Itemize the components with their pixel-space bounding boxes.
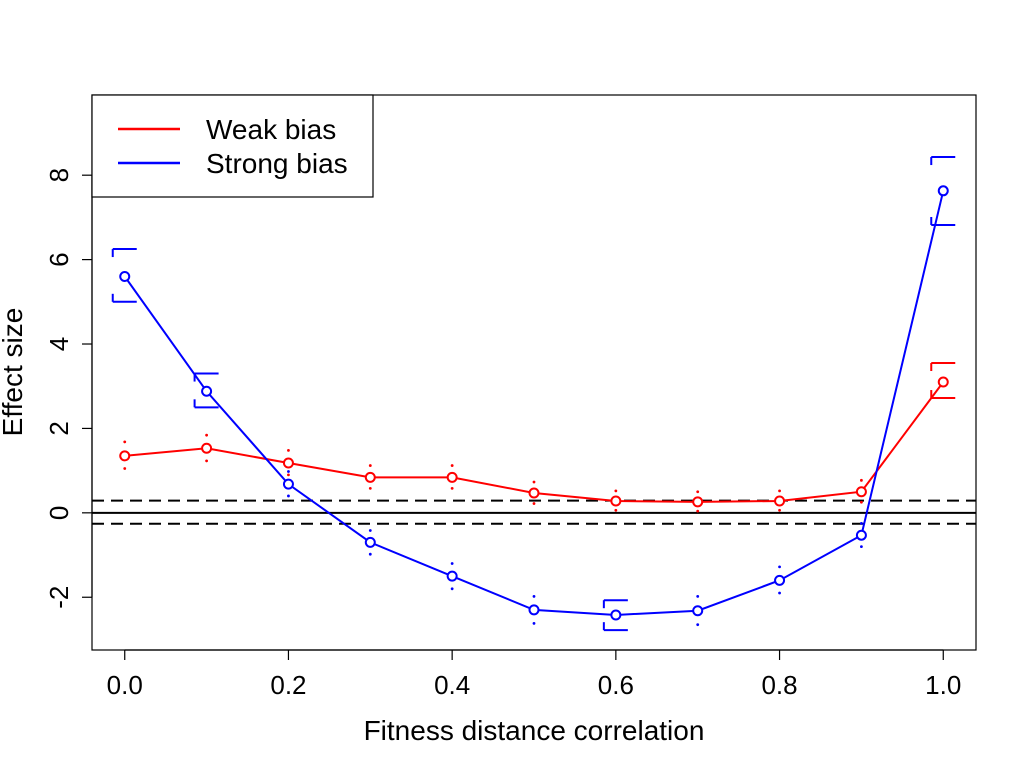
data-point-strong-bias-9 — [855, 529, 867, 541]
error-mark-low-strong-bias-3 — [368, 552, 372, 556]
data-point-weak-bias-0 — [119, 450, 131, 462]
y-tick-label-5: 8 — [44, 168, 74, 182]
data-point-weak-bias-9 — [855, 486, 867, 498]
error-mark-low-weak-bias-3 — [368, 486, 372, 490]
data-point-strong-bias-6 — [610, 609, 622, 621]
error-mark-low-strong-bias-7 — [696, 623, 700, 627]
data-point-strong-bias-3 — [364, 536, 376, 548]
error-mark-low-strong-bias-4 — [450, 587, 454, 591]
y-axis-title: Effect size — [0, 308, 28, 437]
error-mark-high-weak-bias-0 — [123, 440, 127, 444]
x-axis: 0.0 0.2 0.4 0.6 0.8 1.0 — [107, 649, 961, 700]
data-point-strong-bias-0 — [119, 270, 131, 282]
series-strong-bias — [111, 156, 956, 632]
legend-label-strong-bias: Strong bias — [206, 148, 348, 179]
y-tick-label-1: 0 — [44, 506, 74, 520]
data-point-weak-bias-7 — [692, 496, 704, 508]
data-point-strong-bias-10 — [937, 185, 949, 197]
data-point-weak-bias-1 — [201, 442, 213, 454]
x-tick-label-1: 0.2 — [270, 670, 306, 700]
x-tick-label-2: 0.4 — [434, 670, 470, 700]
error-mark-low-weak-bias-8 — [778, 508, 781, 512]
x-tick-label-3: 0.6 — [598, 670, 634, 700]
data-point-strong-bias-5 — [528, 604, 540, 616]
error-mark-high-weak-bias-7 — [696, 490, 700, 494]
data-point-strong-bias-7 — [692, 605, 704, 617]
error-mark-high-strong-bias-4 — [450, 562, 454, 565]
data-point-strong-bias-4 — [446, 570, 458, 582]
y-tick-label-0: -2 — [44, 586, 74, 609]
data-point-strong-bias-1 — [201, 385, 213, 397]
data-point-weak-bias-2 — [282, 457, 294, 469]
y-axis: -2 0 2 4 6 8 — [44, 168, 93, 609]
x-axis-title: Fitness distance correlation — [364, 715, 705, 746]
error-mark-high-weak-bias-4 — [450, 464, 454, 467]
error-mark-low-strong-bias-2 — [287, 494, 290, 498]
error-mark-low-weak-bias-9 — [860, 500, 863, 504]
data-point-strong-bias-2 — [282, 478, 294, 490]
error-mark-low-strong-bias-5 — [532, 622, 536, 625]
error-mark-high-weak-bias-6 — [614, 489, 618, 493]
legend-box — [91, 94, 374, 198]
error-mark-high-weak-bias-8 — [778, 489, 781, 493]
data-point-weak-bias-4 — [446, 471, 458, 483]
error-mark-low-weak-bias-6 — [614, 508, 618, 512]
x-tick-label-4: 0.8 — [761, 670, 797, 700]
error-mark-high-weak-bias-3 — [368, 464, 372, 467]
y-tick-label-4: 6 — [44, 252, 74, 266]
series-weak-bias — [119, 362, 956, 513]
reference-lines — [92, 499, 976, 525]
error-mark-high-strong-bias-9 — [860, 521, 863, 525]
error-mark-low-weak-bias-2 — [287, 473, 290, 477]
legend-label-weak-bias: Weak bias — [206, 114, 336, 145]
error-mark-low-weak-bias-4 — [450, 486, 454, 490]
data-point-weak-bias-5 — [528, 487, 540, 499]
error-mark-high-weak-bias-5 — [532, 480, 536, 484]
error-mark-low-weak-bias-0 — [123, 467, 127, 470]
error-mark-high-strong-bias-8 — [778, 565, 781, 569]
error-mark-low-strong-bias-8 — [778, 591, 781, 595]
series-line-weak-bias — [124, 381, 945, 503]
error-mark-low-strong-bias-9 — [860, 545, 863, 548]
error-mark-low-weak-bias-7 — [696, 509, 700, 513]
error-mark-high-weak-bias-9 — [860, 478, 863, 482]
data-point-weak-bias-8 — [774, 495, 786, 507]
series-line-strong-bias — [123, 190, 945, 616]
error-mark-high-strong-bias-5 — [532, 594, 536, 598]
error-mark-high-weak-bias-2 — [287, 448, 290, 452]
data-point-weak-bias-10 — [937, 376, 949, 388]
error-mark-low-weak-bias-5 — [532, 502, 536, 505]
data-point-weak-bias-6 — [610, 495, 622, 507]
data-point-weak-bias-3 — [364, 471, 376, 483]
y-tick-label-2: 2 — [44, 421, 74, 435]
y-tick-label-3: 4 — [44, 337, 74, 351]
error-mark-high-strong-bias-7 — [696, 594, 700, 598]
x-tick-label-0: 0.0 — [107, 670, 143, 700]
legend: Weak bias Strong bias — [91, 94, 374, 198]
error-mark-high-strong-bias-3 — [368, 529, 372, 532]
error-mark-low-weak-bias-1 — [205, 459, 208, 463]
data-point-strong-bias-8 — [774, 574, 786, 586]
series-layer — [111, 156, 956, 632]
error-mark-high-weak-bias-1 — [205, 433, 208, 437]
error-mark-high-strong-bias-2 — [287, 470, 290, 473]
x-tick-label-5: 1.0 — [925, 670, 961, 700]
